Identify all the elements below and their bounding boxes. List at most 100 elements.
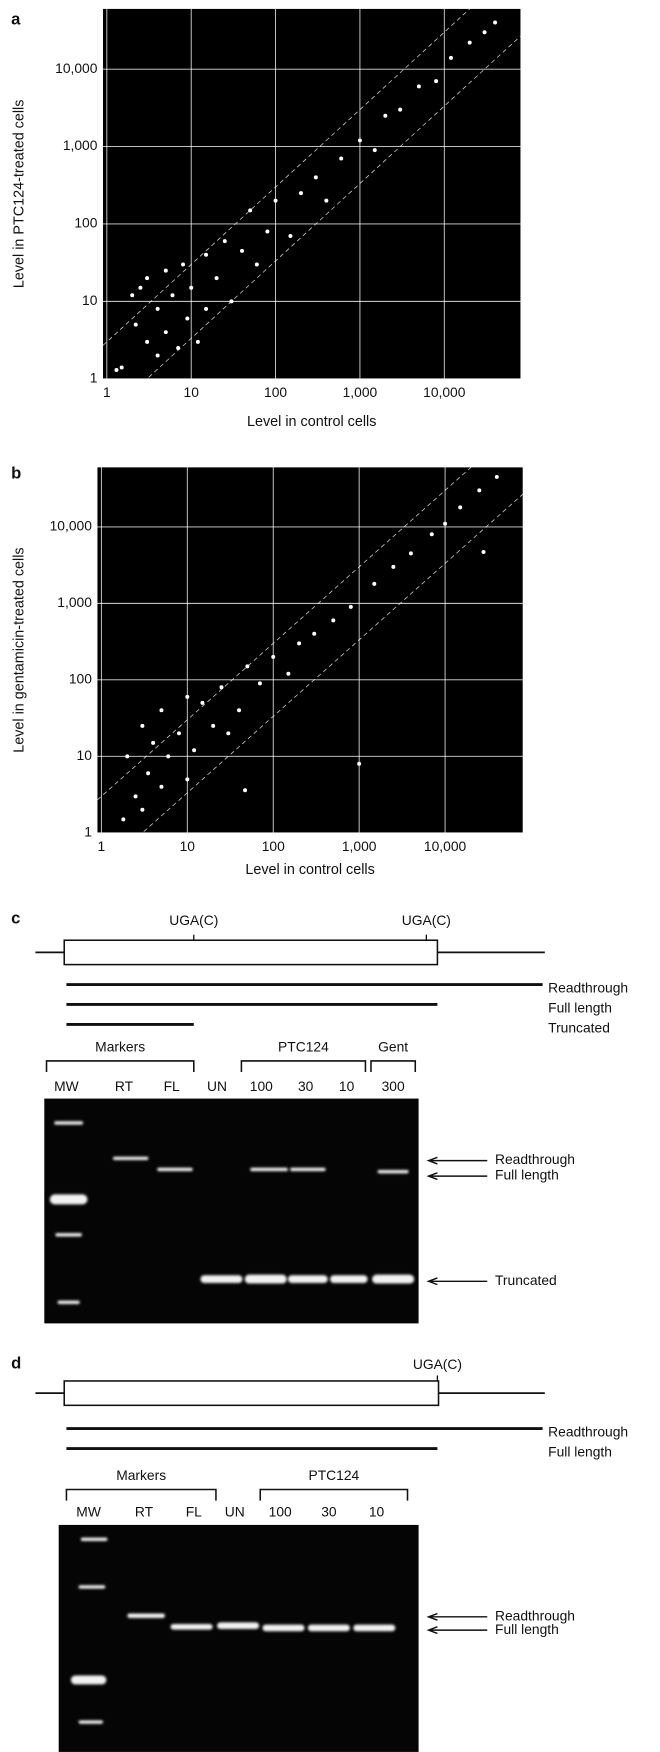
lane-label: 30 <box>321 1503 337 1519</box>
data-point <box>140 807 145 812</box>
fold-line <box>141 494 523 833</box>
gel-band <box>244 1274 287 1284</box>
data-point <box>133 322 138 327</box>
data-point <box>125 754 130 759</box>
data-point <box>181 262 186 267</box>
fold-line <box>97 467 472 801</box>
data-point <box>211 723 216 728</box>
lane-label: RT <box>115 1078 134 1094</box>
plot-area <box>97 467 523 833</box>
data-point <box>443 521 448 526</box>
data-point <box>204 252 209 257</box>
gel-band <box>307 1624 350 1632</box>
band-label: Readthrough <box>495 1151 575 1167</box>
data-point <box>383 113 388 118</box>
x-axis-label: Level in control cells <box>247 414 376 430</box>
data-point <box>222 239 227 244</box>
data-point <box>159 708 164 713</box>
data-point <box>204 306 209 311</box>
gel-band <box>330 1275 368 1283</box>
data-point <box>408 551 413 556</box>
data-point <box>240 248 244 253</box>
y-tick-label: 1 <box>90 369 98 385</box>
gel-band <box>287 1275 328 1283</box>
x-tick-label: 100 <box>262 838 285 854</box>
data-point <box>145 339 150 344</box>
data-point <box>481 549 486 554</box>
data-point <box>119 365 124 370</box>
x-tick-label: 10,000 <box>424 838 467 854</box>
product-label: Full length <box>548 1444 612 1460</box>
data-point <box>357 138 362 143</box>
data-point <box>458 505 463 510</box>
data-point <box>200 700 205 705</box>
data-point <box>398 107 403 112</box>
data-point <box>312 631 317 636</box>
data-point <box>243 788 248 793</box>
y-axis-label: Level in PTC124-treated cells <box>12 100 28 289</box>
band-label: Truncated <box>495 1272 557 1288</box>
product-label: Readthrough <box>548 1424 628 1440</box>
y-axis-label: Level in gentamicin-treated cells <box>12 547 28 752</box>
data-point <box>434 79 439 84</box>
data-point <box>163 330 168 335</box>
data-point <box>163 268 168 273</box>
data-point <box>130 293 135 298</box>
band-label: Full length <box>495 1621 559 1637</box>
band-label: Full length <box>495 1167 559 1183</box>
gel-band <box>353 1624 396 1632</box>
data-point <box>214 276 219 281</box>
data-point <box>298 191 303 196</box>
data-point <box>357 761 362 766</box>
y-tick-label: 1 <box>84 823 92 839</box>
group-bracket <box>45 1060 195 1073</box>
lane-label: RT <box>135 1503 154 1519</box>
panel-label: d <box>11 1354 21 1373</box>
data-point <box>166 754 171 759</box>
gel-band <box>78 1585 106 1589</box>
data-point <box>265 229 270 234</box>
data-point <box>245 664 250 669</box>
data-point <box>192 748 197 753</box>
lane-label: 10 <box>369 1503 385 1519</box>
group-label: Markers <box>95 1038 145 1054</box>
panel-label: c <box>11 909 20 928</box>
group-label: PTC124 <box>309 1467 360 1483</box>
data-point <box>288 233 293 238</box>
gel-band <box>262 1624 305 1632</box>
data-point <box>145 276 150 281</box>
points <box>97 467 523 833</box>
data-point <box>195 339 200 344</box>
x-tick-label: 100 <box>264 384 287 400</box>
group-bracket <box>240 1060 367 1073</box>
data-point <box>176 345 181 350</box>
group-label: PTC124 <box>278 1038 329 1054</box>
data-point <box>297 641 302 646</box>
x-tick-label: 1 <box>98 838 106 854</box>
points <box>102 8 521 379</box>
y-tick-label: 1,000 <box>57 594 92 610</box>
gel <box>44 1098 419 1324</box>
gel-band <box>170 1624 213 1630</box>
product-label: Full length <box>548 1000 612 1016</box>
x-tick-label: 10,000 <box>423 384 466 400</box>
data-point <box>257 681 262 686</box>
band-arrow <box>426 1156 488 1165</box>
site-label: UGA(C) <box>169 912 218 928</box>
fold-line <box>146 35 521 379</box>
gel-band <box>49 1194 88 1205</box>
data-point <box>237 708 242 713</box>
gel-band <box>250 1167 288 1172</box>
gel-band <box>290 1167 326 1172</box>
data-point <box>429 532 434 537</box>
data-point <box>448 55 453 60</box>
plot-area <box>102 8 521 379</box>
data-point <box>477 488 482 493</box>
data-point <box>348 604 353 609</box>
panel-label: b <box>11 463 21 482</box>
band-arrow <box>426 1612 488 1621</box>
gel-band <box>127 1613 165 1618</box>
gel-band <box>377 1170 409 1174</box>
data-point <box>254 262 259 267</box>
